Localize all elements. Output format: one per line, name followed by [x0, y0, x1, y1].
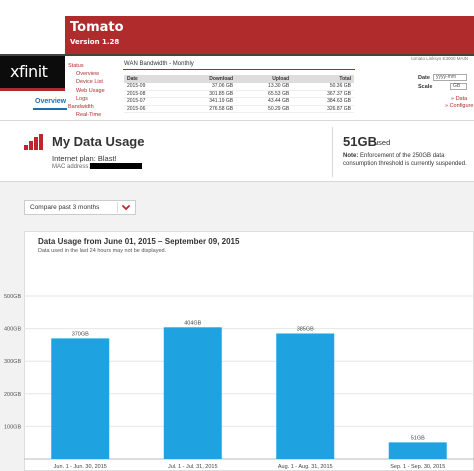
nav-item-real-time[interactable]: Real-Time	[76, 112, 102, 119]
date-format-select[interactable]: yyyy-mm	[433, 74, 467, 81]
table-cell: 326.87 GB	[292, 105, 354, 114]
chart-subtitle: Data used in the last 24 hours may not b…	[38, 248, 167, 254]
note-text: Enforcement of the 250GB data consumptio…	[343, 153, 467, 167]
nav-item-overview[interactable]: Overview	[76, 71, 99, 78]
table-cell: 37.06 GB	[174, 83, 237, 91]
bar-chart-icon	[24, 134, 44, 150]
nav-item-status[interactable]: Status	[68, 63, 84, 69]
tomato-nav-menu: Status Overview Device List Web Usage Logs Ba…	[68, 62, 105, 119]
table-cell: 367.37 GB	[292, 90, 354, 99]
summary-divider	[332, 127, 333, 177]
table-cell: 50.36 GB	[292, 83, 354, 91]
table-row: 2015-06 276.58 GB 50.29 GB 326.87 GB	[124, 105, 354, 114]
table-cell: 43.44 GB	[236, 97, 293, 106]
nav-item-bandwidth[interactable]: Bandwidth	[68, 104, 94, 111]
data-link[interactable]: » Data	[451, 96, 468, 102]
table-cell: 301.85 GB	[174, 90, 237, 99]
table-cell: 341.19 GB	[174, 97, 237, 106]
mac-address-redacted	[90, 163, 142, 169]
page-title: My Data Usage	[52, 134, 145, 149]
configure-link[interactable]: » Configure	[445, 103, 474, 109]
table-cell: 2015-07	[124, 97, 175, 106]
router-name: tomato Linksys E3000 MAIN	[411, 56, 468, 61]
note-label: Note:	[343, 153, 359, 159]
tab-overview-underline	[33, 108, 67, 110]
enforcement-note: Note: Enforcement of the 250GB data cons…	[343, 152, 471, 168]
section-divider	[123, 69, 355, 70]
table-cell: 2015-06	[124, 105, 175, 114]
table-cell: 2015-08	[124, 90, 175, 99]
filter-bar: Compare past 3 months	[0, 182, 474, 228]
table-cell: 50.29 GB	[236, 105, 293, 114]
chevron-down-icon	[122, 205, 130, 211]
xfinity-logo-text: xfinit	[10, 62, 48, 81]
xfinity-accent-bar	[0, 88, 65, 91]
table-row: 2015-08 301.85 GB 65.53 GB 367.37 GB	[124, 90, 354, 99]
column-header[interactable]: Upload	[236, 75, 293, 83]
nav-item-web-usage[interactable]: Web Usage	[76, 87, 105, 94]
compare-period-dropdown[interactable]: Compare past 3 months	[24, 200, 136, 215]
column-header[interactable]: Total	[292, 75, 354, 83]
chart-card	[24, 231, 474, 471]
chart-section	[0, 228, 474, 471]
table-cell: 384.63 GB	[292, 97, 354, 106]
column-header[interactable]: Date	[124, 75, 175, 83]
used-amount: 51GB	[343, 134, 377, 149]
xfinity-logo: xfinit	[0, 56, 65, 88]
chart-title: Data Usage from June 01, 2015 – Septembe…	[38, 237, 240, 246]
date-format-label: Date	[418, 75, 430, 81]
dropdown-separator	[117, 202, 118, 213]
scale-label: Scale	[418, 84, 433, 90]
tomato-panel: Tomato Version 1.28 tomato Linksys E3000…	[0, 0, 474, 120]
table-header-row: Date Download Upload Total	[124, 75, 354, 83]
nav-item-logs[interactable]: Logs	[76, 95, 88, 102]
bandwidth-section-title: WAN Bandwidth - Monthly	[124, 61, 194, 67]
table-cell: 13.30 GB	[236, 83, 293, 91]
table-cell: 65.53 GB	[236, 90, 293, 99]
usage-summary: My Data Usage Internet plan: Blast! MAC …	[0, 120, 474, 182]
compare-period-value: Compare past 3 months	[30, 204, 100, 211]
internet-plan: Internet plan: Blast!	[52, 154, 117, 163]
used-label: used	[374, 138, 391, 147]
tomato-header: Tomato Version 1.28	[65, 16, 474, 54]
bandwidth-table: Date Download Upload Total 2015-09 37.06 GB 1…	[124, 75, 354, 114]
table-cell: 2015-09	[124, 83, 175, 91]
tomato-title: Tomato	[70, 20, 124, 35]
tomato-divider	[0, 54, 474, 56]
tab-overview[interactable]: Overview	[35, 98, 67, 105]
tomato-version: Version 1.28	[70, 38, 120, 46]
nav-item-device-list[interactable]: Device List	[76, 79, 103, 86]
table-cell: 276.58 GB	[174, 105, 237, 114]
column-header[interactable]: Download	[174, 75, 237, 83]
mac-address-label: MAC address:	[52, 164, 91, 170]
table-row: 2015-07 341.19 GB 43.44 GB 384.63 GB	[124, 97, 354, 106]
scale-select[interactable]: GB	[450, 83, 467, 90]
table-row: 2015-09 37.06 GB 13.30 GB 50.36 GB	[124, 83, 354, 91]
